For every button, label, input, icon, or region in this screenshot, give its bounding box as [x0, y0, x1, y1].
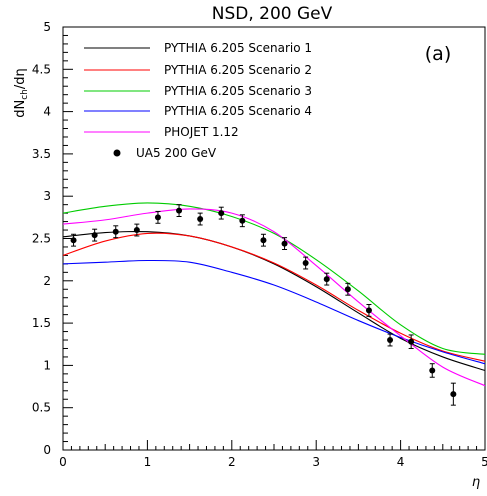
- series-line-5: [62, 208, 486, 387]
- y-tick-label: 3.5: [32, 147, 51, 161]
- data-point: [429, 363, 436, 378]
- y-axis-label: dNch/dη: [13, 68, 30, 118]
- y-tick-label: 2.5: [32, 232, 51, 246]
- data-point: [260, 233, 267, 247]
- x-tick-label: 1: [144, 455, 152, 469]
- model-curves: [62, 202, 486, 387]
- data-point: [408, 334, 415, 349]
- data-point: [323, 272, 330, 286]
- series-line-1: [62, 230, 486, 372]
- series-line-2: [62, 232, 486, 362]
- data-point: [281, 237, 288, 250]
- y-tick-label: 3: [43, 189, 51, 203]
- y-tick-label: 5: [43, 20, 51, 34]
- y-tick-label: 4: [43, 105, 51, 119]
- y-tick-label: 0.5: [32, 401, 51, 415]
- data-point: [387, 333, 394, 347]
- x-tick-label: 4: [397, 455, 405, 469]
- y-tick-label: 1.5: [32, 316, 51, 330]
- x-tick-label: 0: [59, 455, 67, 469]
- data-point: [133, 223, 140, 237]
- x-tick-label: 5: [481, 455, 487, 469]
- x-tick-label: 3: [312, 455, 320, 469]
- series-line-3: [62, 202, 486, 355]
- y-tick-label: 4.5: [32, 62, 51, 76]
- legend-label-3: PYTHIA 6.205 Scenario 3: [164, 84, 312, 98]
- data-point: [302, 256, 309, 270]
- legend-marker-data: [113, 149, 121, 157]
- data-point: [450, 382, 457, 406]
- legend-label-4: PYTHIA 6.205 Scenario 4: [164, 104, 312, 118]
- data-point: [344, 282, 351, 296]
- legend-label-2: PYTHIA 6.205 Scenario 2: [164, 63, 312, 77]
- y-tick-label: 2: [43, 274, 51, 288]
- legend-label-5: PHOJET 1.12: [164, 125, 239, 139]
- ua5-data-points: [70, 204, 457, 406]
- axis-ticks: 0 1 2 3 4 5 0 0.5 1 1.5 2 2.5 3 3.5 4 4.5 5: [32, 20, 487, 469]
- data-point: [112, 225, 119, 239]
- data-point: [70, 233, 77, 247]
- data-point: [218, 206, 225, 220]
- data-point: [365, 303, 372, 317]
- legend: PYTHIA 6.205 Scenario 1 PYTHIA 6.205 Scen…: [84, 41, 312, 160]
- data-point: [91, 228, 98, 242]
- data-point: [154, 210, 161, 224]
- chart-title: NSD, 200 GeV: [212, 4, 333, 24]
- panel-label: (a): [425, 43, 451, 65]
- data-point: [239, 214, 246, 228]
- y-tick-label: 0: [43, 443, 51, 457]
- legend-label-data: UA5 200 GeV: [136, 146, 217, 160]
- data-point: [176, 204, 183, 218]
- y-tick-label: 1: [43, 358, 51, 372]
- legend-label-1: PYTHIA 6.205 Scenario 1: [164, 41, 312, 55]
- data-point: [197, 212, 204, 226]
- x-tick-label: 2: [228, 455, 236, 469]
- x-axis-label: η: [472, 475, 480, 490]
